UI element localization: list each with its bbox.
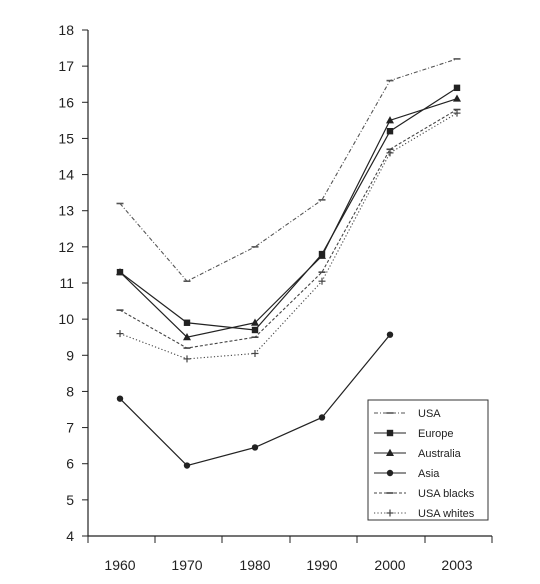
- data-point-square: [183, 319, 191, 326]
- legend-label: Europe: [418, 428, 453, 440]
- y-tick-label: 15: [58, 130, 74, 146]
- y-tick-label: 13: [58, 203, 74, 219]
- y-tick-label: 17: [58, 58, 74, 74]
- y-tick-label: 9: [66, 347, 74, 363]
- legend-label: USA blacks: [418, 488, 475, 500]
- y-tick-label: 10: [58, 311, 74, 327]
- data-point-square: [251, 326, 259, 334]
- series-australia: [116, 94, 461, 341]
- data-point-triangle: [386, 448, 394, 456]
- y-tick-label: 4: [66, 528, 74, 544]
- data-point-triangle: [453, 94, 461, 102]
- y-tick-label: 12: [58, 239, 74, 255]
- data-point-square: [386, 128, 394, 135]
- legend-item: Europe: [374, 428, 453, 440]
- series-usa-whites: [116, 109, 461, 363]
- data-point-triangle: [251, 318, 259, 326]
- series-line: [119, 58, 458, 282]
- series-layer: [116, 58, 461, 469]
- legend-item: USA blacks: [374, 488, 475, 500]
- legend-item: Australia: [374, 448, 462, 460]
- data-point-circle: [183, 462, 191, 469]
- y-tick-label: 16: [58, 94, 74, 110]
- x-tick-label: 2003: [441, 557, 472, 573]
- data-point-square: [453, 84, 461, 92]
- series-usa: [116, 58, 461, 282]
- series-line: [119, 98, 458, 338]
- x-tick-label: 1970: [171, 557, 202, 573]
- series-line: [119, 87, 458, 331]
- data-point-triangle: [183, 333, 191, 341]
- y-tick-label: 5: [66, 492, 74, 508]
- legend-item: USA whites: [374, 508, 475, 520]
- axes: 4 5 6 7 8 9 10 11 12 13 14 15 16 17 18 1960 1970 1980 1990…: [58, 22, 493, 573]
- data-point-triangle: [116, 267, 124, 276]
- legend-item: Asia: [374, 468, 440, 480]
- data-point-circle: [116, 395, 124, 402]
- x-tick-label: 2000: [374, 557, 405, 573]
- x-tick-label: 1990: [306, 557, 337, 573]
- y-tick-label: 6: [66, 456, 74, 472]
- series-asia: [116, 331, 394, 469]
- legend-label: USA whites: [418, 508, 475, 520]
- x-tick-label: 1960: [104, 557, 135, 573]
- legend-box: [367, 399, 489, 521]
- data-point-circle: [386, 469, 394, 477]
- legend-label: Asia: [418, 468, 440, 480]
- series-europe: [116, 84, 461, 334]
- data-point-circle: [251, 444, 259, 451]
- legend: USA Europe Australia Asia USA blacks USA whit…: [367, 399, 489, 521]
- legend-label: Australia: [418, 448, 462, 460]
- y-tick-label: 8: [66, 383, 74, 399]
- y-tick-label: 14: [58, 167, 74, 183]
- series-usa-blacks: [116, 108, 461, 349]
- y-tick-label: 11: [59, 275, 74, 291]
- data-point-square: [386, 429, 394, 437]
- y-tick-label: 7: [66, 420, 74, 436]
- data-point-triangle: [386, 116, 394, 124]
- data-point-triangle: [318, 251, 326, 259]
- x-tick-label: 1980: [239, 557, 270, 573]
- legend-item: USA: [374, 408, 441, 420]
- data-point-circle: [386, 331, 394, 338]
- legend-label: USA: [418, 408, 441, 420]
- series-line: [119, 109, 458, 349]
- y-tick-label: 18: [58, 22, 74, 38]
- data-point-circle: [318, 414, 326, 421]
